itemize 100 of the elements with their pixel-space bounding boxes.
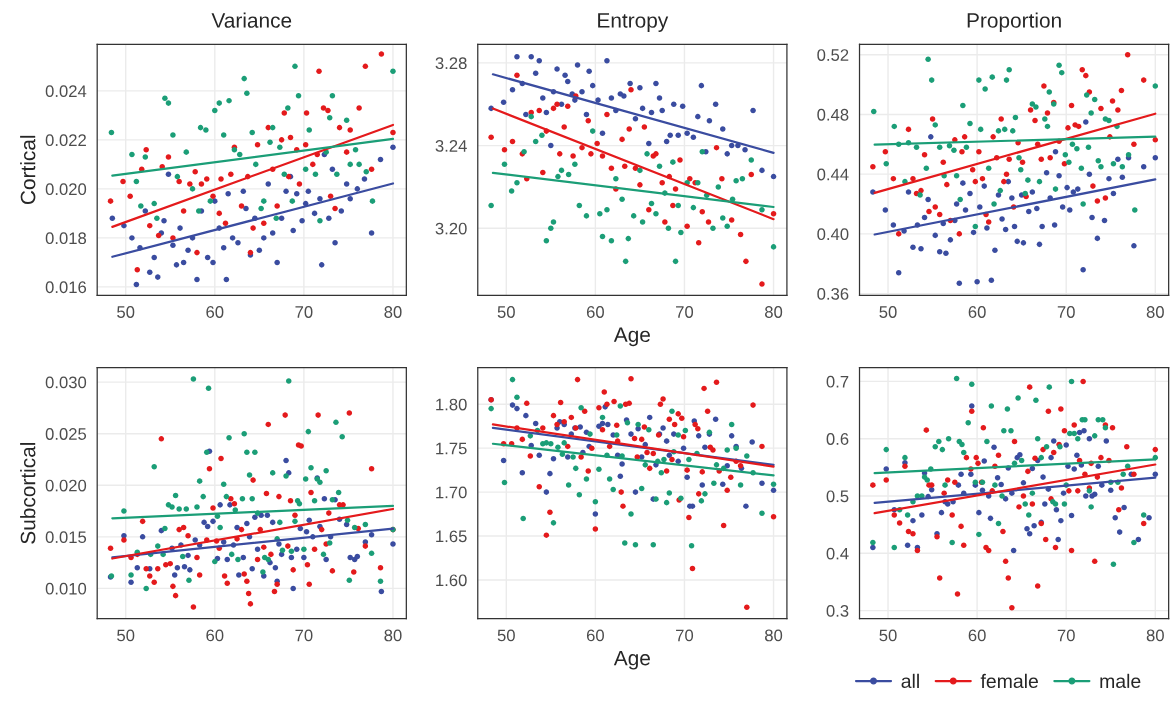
point bbox=[630, 213, 637, 219]
point bbox=[108, 129, 115, 136]
point bbox=[536, 58, 543, 64]
x-tick-label: 80 bbox=[1146, 306, 1164, 318]
point bbox=[604, 58, 610, 64]
point bbox=[589, 128, 596, 134]
point bbox=[325, 107, 331, 114]
point bbox=[142, 154, 149, 160]
point bbox=[695, 239, 702, 246]
y-tick-label: 3.24 bbox=[435, 139, 467, 152]
point bbox=[316, 68, 322, 75]
point bbox=[576, 202, 583, 209]
point bbox=[295, 92, 302, 99]
point bbox=[622, 258, 629, 265]
point bbox=[595, 97, 601, 103]
point bbox=[670, 159, 676, 165]
point bbox=[500, 99, 507, 105]
point bbox=[728, 217, 735, 223]
point bbox=[570, 153, 576, 159]
y-tick-label: 0.024 bbox=[45, 85, 87, 98]
y-tick-label: 0.010 bbox=[45, 582, 87, 595]
point bbox=[543, 109, 550, 116]
point bbox=[165, 100, 172, 106]
point bbox=[706, 118, 713, 124]
point bbox=[627, 80, 633, 87]
point bbox=[285, 105, 291, 111]
point bbox=[687, 175, 693, 182]
point bbox=[332, 205, 338, 212]
point bbox=[170, 132, 176, 138]
point bbox=[356, 161, 362, 168]
point bbox=[334, 171, 340, 177]
point bbox=[197, 124, 204, 131]
y-tick-label: 0.4 bbox=[826, 547, 849, 560]
point bbox=[690, 134, 697, 141]
point bbox=[134, 266, 141, 273]
point bbox=[277, 144, 283, 150]
point bbox=[558, 101, 565, 108]
x-tick-label: 60 bbox=[206, 629, 224, 642]
point bbox=[646, 140, 652, 147]
y-tick-label: 0.3 bbox=[826, 605, 849, 617]
point bbox=[690, 204, 697, 211]
point bbox=[548, 225, 554, 232]
point bbox=[254, 142, 261, 148]
point bbox=[320, 105, 327, 111]
x-tick-label: 80 bbox=[1146, 629, 1164, 642]
point bbox=[133, 178, 140, 185]
point bbox=[665, 225, 672, 232]
point bbox=[488, 134, 494, 141]
point bbox=[107, 198, 114, 204]
x-tick-label: 50 bbox=[879, 629, 897, 642]
point bbox=[362, 63, 369, 70]
point bbox=[390, 68, 396, 75]
point bbox=[488, 202, 494, 209]
point bbox=[561, 124, 567, 130]
point bbox=[194, 249, 200, 256]
point bbox=[558, 167, 565, 174]
point bbox=[759, 167, 765, 174]
x-tick-label: 50 bbox=[117, 629, 135, 642]
point bbox=[564, 78, 571, 85]
point bbox=[501, 146, 508, 153]
point bbox=[646, 206, 652, 213]
point bbox=[204, 176, 210, 182]
point bbox=[216, 100, 223, 106]
point bbox=[608, 237, 615, 244]
y-tick-label: 0.5 bbox=[826, 490, 849, 503]
point bbox=[621, 163, 628, 170]
point bbox=[619, 196, 625, 203]
point bbox=[675, 202, 681, 209]
y-tick-label: 0.016 bbox=[45, 281, 87, 294]
point bbox=[543, 237, 550, 244]
y-axis-title: Subcortical bbox=[20, 443, 36, 544]
point bbox=[269, 124, 276, 131]
point bbox=[653, 211, 659, 217]
legend-label: male bbox=[1100, 673, 1141, 689]
y-tick-label: 0.40 bbox=[817, 228, 849, 241]
x-tick-label: 60 bbox=[968, 306, 986, 318]
point bbox=[748, 157, 755, 163]
point bbox=[296, 181, 303, 187]
point bbox=[176, 178, 182, 185]
point bbox=[675, 132, 681, 139]
y-axis-title: Cortical bbox=[20, 135, 36, 205]
y-tick-label: 0.022 bbox=[45, 134, 86, 147]
x-tick-label: 80 bbox=[384, 629, 402, 642]
y-tick-label: 0.6 bbox=[826, 433, 849, 445]
point bbox=[554, 66, 560, 72]
x-tick-label: 80 bbox=[765, 629, 783, 642]
point bbox=[625, 235, 632, 242]
point bbox=[212, 107, 218, 114]
x-tick-label: 70 bbox=[1057, 306, 1075, 318]
point bbox=[678, 229, 684, 236]
x-axis-title: Age bbox=[613, 327, 650, 347]
point bbox=[238, 203, 245, 209]
point bbox=[574, 62, 581, 68]
point bbox=[274, 203, 280, 209]
x-tick-label: 60 bbox=[586, 306, 604, 318]
point bbox=[302, 166, 309, 173]
point bbox=[281, 110, 288, 116]
point bbox=[228, 171, 234, 177]
point bbox=[586, 68, 592, 74]
legend-label: all bbox=[901, 673, 919, 689]
